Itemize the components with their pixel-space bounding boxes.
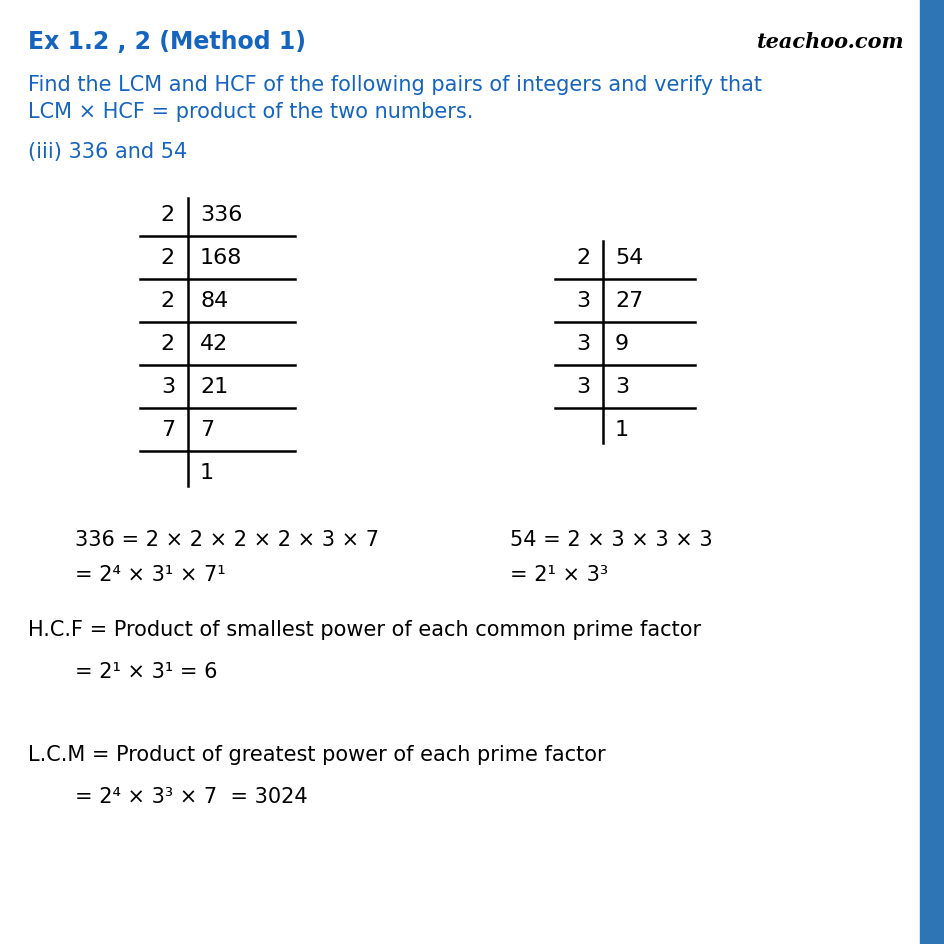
Text: teachoo.com: teachoo.com [756,32,904,52]
Text: = 2¹ × 3¹ = 6: = 2¹ × 3¹ = 6 [75,662,217,682]
Text: = 2¹ × 3³: = 2¹ × 3³ [510,565,608,584]
Text: 336: 336 [200,205,242,225]
Text: 2: 2 [160,205,175,225]
Text: 2: 2 [160,291,175,311]
Text: 3: 3 [575,291,589,311]
Text: 2: 2 [160,333,175,354]
Text: 168: 168 [200,247,242,268]
Text: 54: 54 [615,247,643,268]
Text: 84: 84 [200,291,228,311]
Text: = 2⁴ × 3¹ × 7¹: = 2⁴ × 3¹ × 7¹ [75,565,226,584]
Text: 21: 21 [200,377,228,396]
Text: Ex 1.2 , 2 (Method 1): Ex 1.2 , 2 (Method 1) [28,30,306,54]
Text: 3: 3 [575,377,589,396]
Text: 1: 1 [615,419,629,440]
Text: (iii) 336 and 54: (iii) 336 and 54 [28,142,187,161]
Text: 42: 42 [200,333,228,354]
Text: 2: 2 [160,247,175,268]
Text: LCM × HCF = product of the two numbers.: LCM × HCF = product of the two numbers. [28,102,473,122]
Text: 3: 3 [615,377,629,396]
Text: 336 = 2 × 2 × 2 × 2 × 3 × 7: 336 = 2 × 2 × 2 × 2 × 3 × 7 [75,530,379,549]
Text: 27: 27 [615,291,643,311]
Text: 54 = 2 × 3 × 3 × 3: 54 = 2 × 3 × 3 × 3 [510,530,712,549]
Text: 1: 1 [200,463,214,482]
Text: Find the LCM and HCF of the following pairs of integers and verify that: Find the LCM and HCF of the following pa… [28,75,761,95]
Bar [919,0,944,944]
Text: 3: 3 [160,377,175,396]
Text: 7: 7 [200,419,214,440]
Text: 3: 3 [575,333,589,354]
Text: H.C.F = Product of smallest power of each common prime factor: H.C.F = Product of smallest power of eac… [28,619,700,639]
Text: 7: 7 [160,419,175,440]
Text: L.C.M = Product of greatest power of each prime factor: L.C.M = Product of greatest power of eac… [28,744,605,765]
Text: = 2⁴ × 3³ × 7  = 3024: = 2⁴ × 3³ × 7 = 3024 [75,786,308,806]
Text: 2: 2 [575,247,589,268]
Text: 9: 9 [615,333,629,354]
